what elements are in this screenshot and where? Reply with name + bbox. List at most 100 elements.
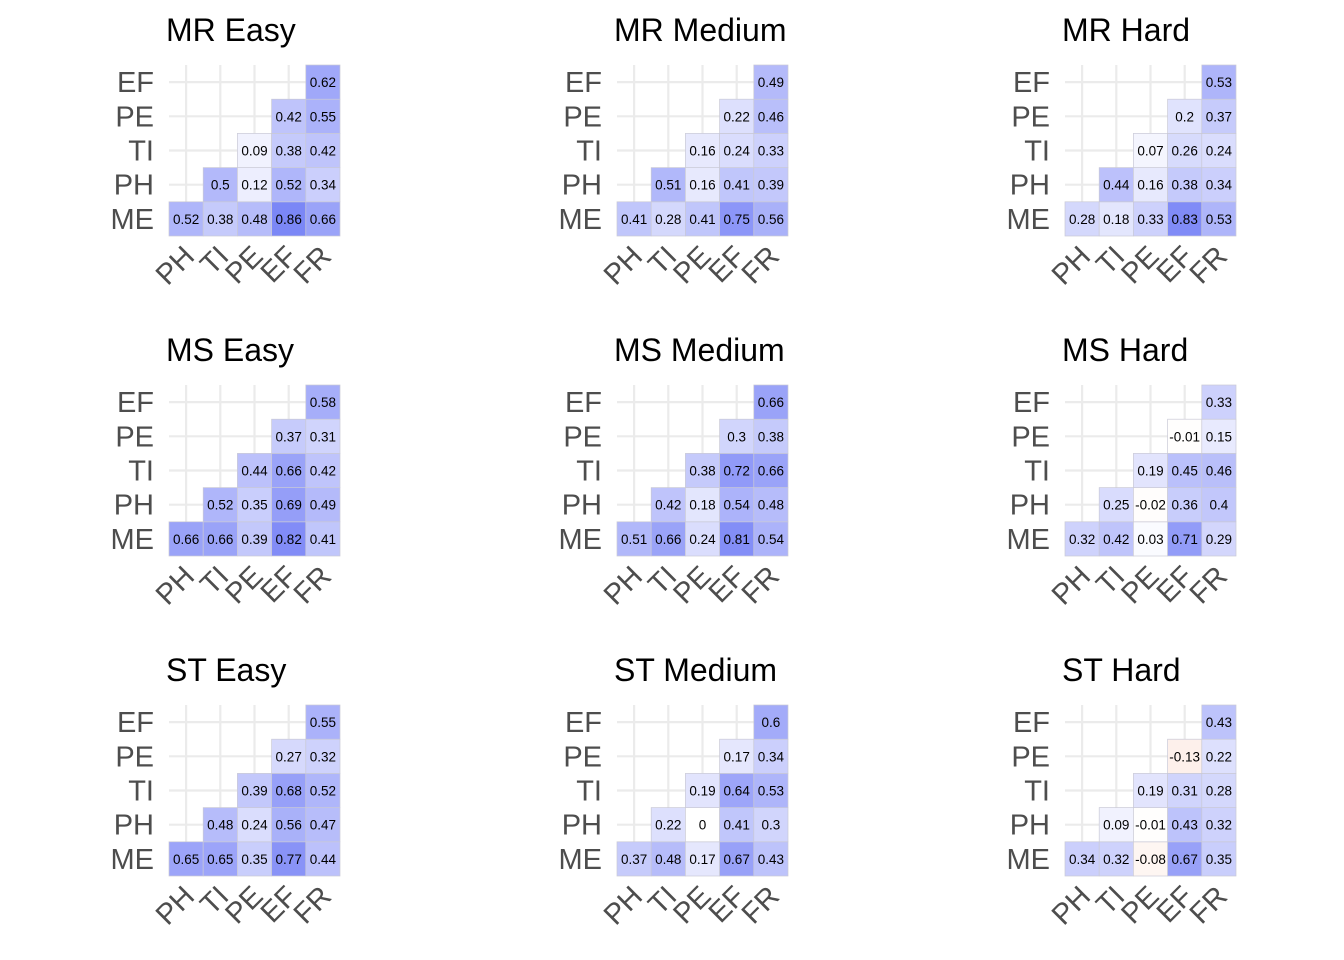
cell-value-label: 0.38	[758, 429, 784, 444]
x-axis-tick-label: PH	[150, 880, 201, 931]
heatmap-cell	[753, 418, 789, 454]
cell-value-label: 0.33	[1206, 395, 1232, 410]
heatmap-cell	[753, 487, 789, 523]
cell-value-label: 0.29	[1206, 532, 1232, 547]
x-axis-tick-label: FR	[288, 240, 338, 290]
heatmap-cell	[1167, 738, 1203, 774]
heatmap-cell	[719, 521, 755, 557]
cell-value-label: 0.64	[724, 784, 751, 799]
cell-value-label: 0.32	[1206, 818, 1232, 833]
cell-value-label: 0.24	[689, 532, 716, 547]
heatmap-cell	[305, 841, 341, 877]
heatmap-cell	[1201, 98, 1237, 134]
cell-value-label: 0.19	[1137, 464, 1163, 479]
cell-value-label: 0.33	[758, 144, 784, 159]
panel-title: MR Easy	[166, 12, 296, 48]
heatmap-cell	[305, 738, 341, 774]
cell-value-label: 0.18	[689, 498, 715, 513]
cell-value-label: 0.09	[1103, 818, 1129, 833]
heatmap-panel: ST Easy 0.65 0.65 0.35 0.77 0.44 0.48 0.24 0.56 0…	[111, 652, 341, 931]
cell-value-label: 0.22	[1206, 749, 1232, 764]
cell-value-label: 0.66	[655, 532, 681, 547]
heatmap-cell	[237, 167, 272, 203]
cell-value-label: 0.67	[724, 852, 750, 867]
cell-value-label: 0.46	[1206, 464, 1232, 479]
cell-value-label: 0.42	[1103, 532, 1129, 547]
y-axis-tick-label: PH	[1010, 810, 1050, 842]
cell-value-label: 0.56	[276, 818, 302, 833]
cell-value-label: 0.5	[211, 178, 230, 193]
cell-value-label: 0.22	[724, 109, 750, 124]
cell-value-label: 0.28	[1069, 212, 1095, 227]
cell-value-label: 0.39	[241, 784, 267, 799]
cell-value-label: 0.38	[1172, 178, 1198, 193]
heatmap-cell	[1201, 167, 1237, 203]
heatmap-cell	[271, 738, 307, 774]
y-axis-tick-label: PE	[115, 421, 154, 453]
y-axis-tick-label: TI	[128, 456, 154, 488]
heatmap-cell	[753, 521, 789, 557]
cell-value-label: 0.49	[310, 498, 336, 513]
y-axis-tick-label: EF	[117, 67, 154, 99]
cell-value-label: 0.48	[655, 852, 681, 867]
heatmap-cell	[1167, 453, 1203, 488]
heatmap-cell	[1133, 841, 1168, 877]
cell-value-label: 0.77	[276, 852, 302, 867]
cell-value-label: 0.15	[1206, 429, 1232, 444]
cell-value-label: -0.01	[1135, 818, 1166, 833]
cell-value-label: 0.65	[173, 852, 199, 867]
y-axis-tick-label: PE	[115, 101, 154, 133]
cell-value-label: 0.41	[621, 212, 647, 227]
heatmap-cell	[271, 841, 307, 877]
heatmap-cell	[1167, 98, 1203, 134]
cell-value-label: 0.52	[310, 784, 336, 799]
cell-value-label: 0.42	[310, 464, 336, 479]
heatmap-cell	[271, 98, 307, 134]
cell-value-label: 0.31	[310, 429, 336, 444]
cell-value-label: 0.17	[724, 749, 750, 764]
heatmap-cell	[1098, 841, 1134, 877]
cell-value-label: 0.49	[758, 75, 784, 90]
panel-title: MR Hard	[1062, 12, 1190, 48]
y-axis-tick-label: PH	[1010, 490, 1050, 522]
cell-value-label: 0.37	[276, 429, 302, 444]
heatmap-cell	[271, 521, 307, 557]
cell-value-label: 0.41	[310, 532, 336, 547]
heatmap-cell	[1167, 133, 1203, 168]
y-axis-tick-label: TI	[576, 776, 602, 808]
cell-value-label: 0.38	[207, 212, 233, 227]
heatmap-cell	[271, 418, 307, 454]
heatmap-cell	[305, 807, 341, 843]
cell-value-label: -0.13	[1169, 749, 1200, 764]
cell-value-label: 0.22	[655, 818, 681, 833]
cell-value-label: 0.25	[1103, 498, 1129, 513]
heatmap-cell	[1167, 418, 1203, 454]
cell-value-label: 0.12	[241, 178, 267, 193]
cell-value-label: 0.35	[241, 852, 267, 867]
cell-value-label: 0.39	[241, 532, 267, 547]
cell-value-label: 0.45	[1172, 464, 1198, 479]
cell-value-label: 0.38	[689, 464, 715, 479]
heatmap-cell	[271, 133, 307, 168]
cell-value-label: 0.66	[173, 532, 199, 547]
heatmap-panel: ST Hard 0.34 0.32 -0.08 0.67 0.35 0.09 -0.01 0.4…	[1007, 652, 1237, 931]
y-axis-tick-label: ME	[1007, 844, 1051, 876]
heatmap-cell	[616, 201, 652, 237]
heatmap-cell	[719, 418, 755, 454]
heatmap-cell	[719, 738, 755, 774]
cell-value-label: 0.47	[310, 818, 336, 833]
panel-title: MS Medium	[614, 332, 785, 368]
heatmap-cell	[1064, 521, 1100, 557]
heatmap-cell	[1167, 167, 1203, 203]
cell-value-label: 0.39	[758, 178, 784, 193]
cell-value-label: 0.32	[1103, 852, 1129, 867]
y-axis-tick-label: TI	[1024, 456, 1050, 488]
cell-value-label: 0.36	[1172, 498, 1198, 513]
cell-value-label: 0.19	[689, 784, 715, 799]
x-axis-tick-label: PH	[1046, 880, 1097, 931]
y-axis-tick-label: PE	[1011, 741, 1050, 773]
cell-value-label: 0.43	[1172, 818, 1198, 833]
heatmap-cell	[1201, 738, 1237, 774]
heatmap-cell	[753, 64, 789, 100]
heatmap-cell	[1201, 64, 1237, 100]
